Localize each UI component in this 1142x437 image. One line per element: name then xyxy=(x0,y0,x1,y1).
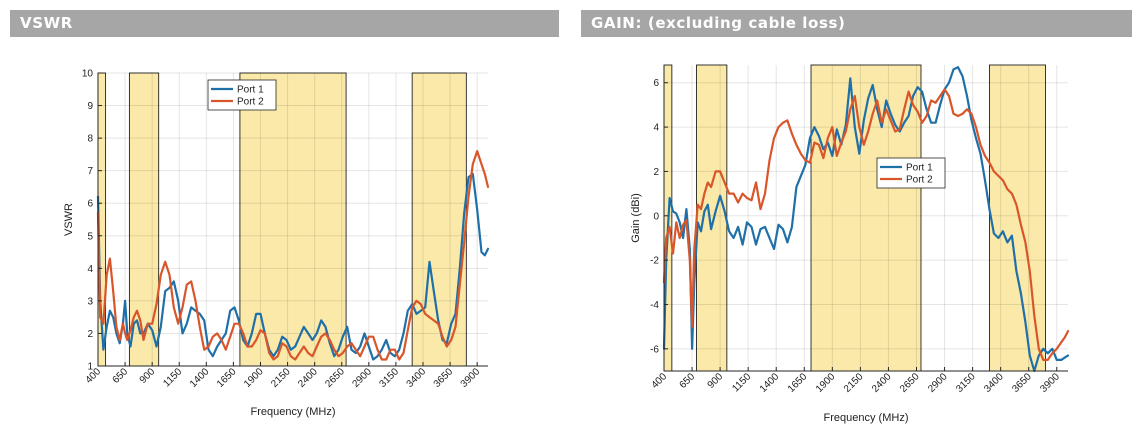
vswr-section-header: VSWR xyxy=(10,10,559,37)
vswr-xtick-label-10: 2900 xyxy=(350,366,374,390)
vswr-ytick-label-0: 1 xyxy=(87,362,93,373)
vswr-ytick-label-5: 6 xyxy=(87,199,93,210)
vswr-series-2-line xyxy=(96,150,490,361)
vswr-band-2 xyxy=(239,72,347,367)
vswr-ytick-label-2: 3 xyxy=(87,296,93,307)
vswr-legend-box xyxy=(207,79,277,111)
vswr-legend-label-2: Port 2 xyxy=(237,97,264,108)
vswr-xtick-label-4: 1400 xyxy=(188,366,212,390)
vswr-xlabel: Frequency (MHz) xyxy=(251,406,336,418)
vswr-legend-label-1: Port 1 xyxy=(237,85,264,96)
vswr-xtick-label-1: 650 xyxy=(111,366,131,386)
vswr-xtick-label-5: 1650 xyxy=(215,366,239,390)
vswr-xtick-label-9: 2650 xyxy=(323,366,347,390)
vswr-band-1 xyxy=(128,72,160,367)
vswr-ytick-label-1: 2 xyxy=(87,329,93,340)
gain-section-header: GAIN: (excluding cable loss) xyxy=(581,10,1132,37)
vswr-xtick-label-14: 3900 xyxy=(459,366,483,390)
vswr-ytick-label-8: 9 xyxy=(87,101,93,112)
vswr-xtick-label-13: 3650 xyxy=(432,366,456,390)
vswr-xtick-label-2: 900 xyxy=(138,366,158,386)
vswr-xtick-label-3: 1150 xyxy=(161,366,184,389)
vswr-xtick-label-11: 3150 xyxy=(378,366,402,390)
vswr-ytick-label-9: 10 xyxy=(82,69,94,80)
vswr-series xyxy=(96,150,490,361)
vswr-xtick-label-6: 1900 xyxy=(242,366,266,390)
vswr-ytick-label-7: 8 xyxy=(87,134,93,145)
vswr-xtick-label-8: 2400 xyxy=(296,366,320,390)
vswr-xtick-label-7: 2150 xyxy=(269,366,293,390)
vswr-ytick-label-4: 5 xyxy=(87,231,93,242)
vswr-xtick-label-12: 3400 xyxy=(405,366,429,390)
vswr-ytick-label-3: 4 xyxy=(87,264,93,275)
vswr-ylabel: VSWR xyxy=(63,203,75,236)
vswr-ytick-label-6: 7 xyxy=(87,166,93,177)
